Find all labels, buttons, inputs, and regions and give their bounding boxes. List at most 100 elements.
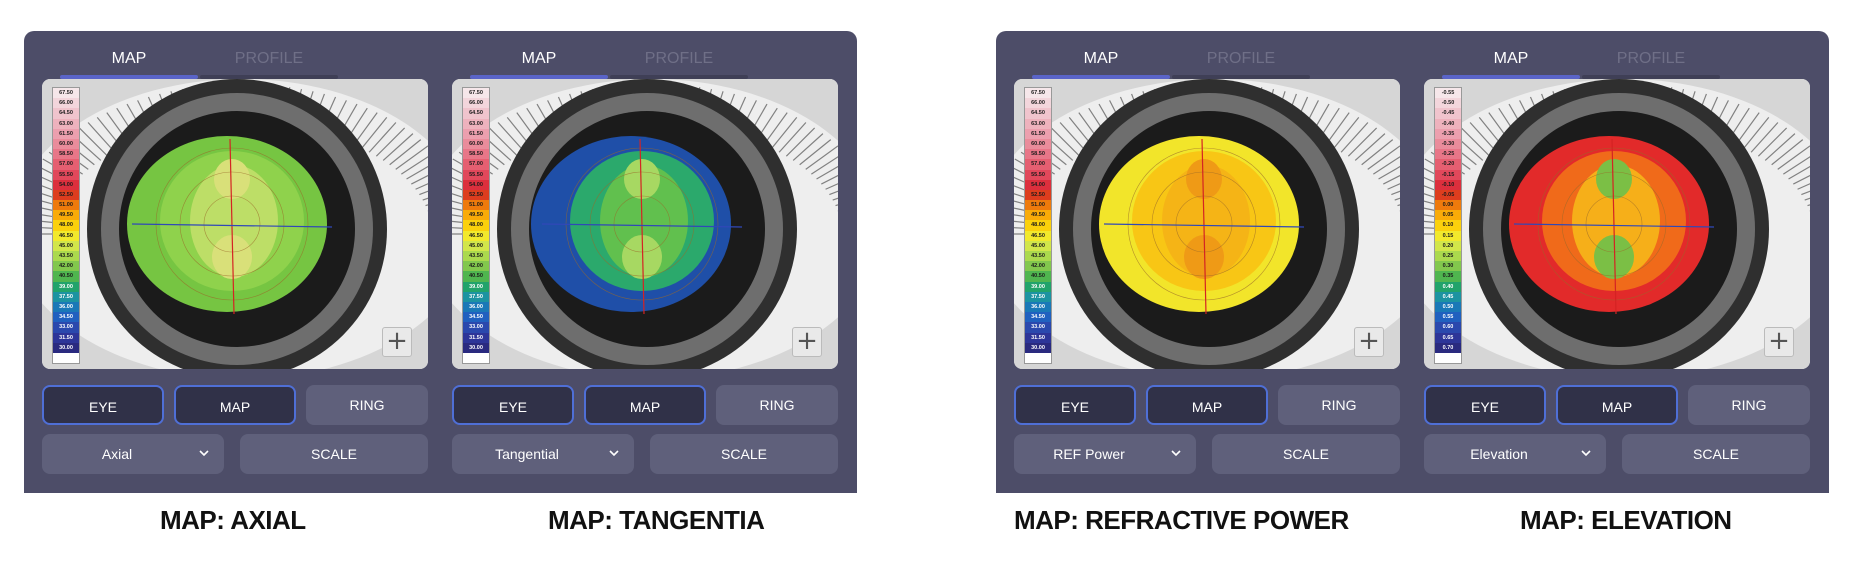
color-scale-legend: 67.50 66.00 64.50 63.00 61.50 60.00 58.50 57.00… [462,87,490,364]
zoom-button[interactable]: + [792,327,822,357]
map-button[interactable]: MAP [1556,385,1678,425]
map-view-2: MAP PROFILE 67.50 66.00 64.50 63.00 61.50 60.… [452,31,838,493]
scale-button[interactable]: SCALE [240,434,428,474]
eye-button[interactable]: EYE [1424,385,1546,425]
scale-legend-value: 49.50 [1025,210,1051,221]
scale-legend-value: 66.00 [463,98,489,109]
zoom-button[interactable]: + [1354,327,1384,357]
scale-legend-value: 31.50 [53,332,79,343]
tab-indicator-inactive [1582,75,1720,79]
scale-legend-value: 48.00 [53,220,79,231]
scale-legend-value: -0.10 [1435,179,1461,190]
scale-legend-value: 61.50 [53,128,79,139]
eye-topography-svg [452,79,838,369]
scale-legend-value: 67.50 [463,88,489,99]
scale-legend-value: 42.00 [1025,261,1051,272]
scale-legend-value: 60.00 [1025,138,1051,150]
right-panel: MAP PROFILE 67.50 66.00 64.50 63.00 61.50 60.… [996,31,1829,493]
eye-button[interactable]: EYE [42,385,164,425]
map-button[interactable]: MAP [1146,385,1268,425]
map-button[interactable]: MAP [174,385,296,425]
topography-image[interactable]: 67.50 66.00 64.50 63.00 61.50 60.00 58.50 57.00… [1014,79,1400,369]
color-scale-legend: -0.55 -0.50 -0.45 -0.40 -0.35 -0.30 -0.25 -0.20… [1434,87,1462,364]
plus-icon: + [1358,326,1380,356]
scale-legend-value: 46.50 [1025,230,1051,241]
scale-legend-value: 0.00 [1435,200,1461,211]
ring-button[interactable]: RING [1278,385,1400,425]
scale-button[interactable]: SCALE [1622,434,1810,474]
scale-button[interactable]: SCALE [1212,434,1400,474]
scale-legend-value: 63.00 [463,118,489,129]
scale-legend-value: 0.15 [1435,230,1461,241]
topography-image[interactable]: 67.50 66.00 64.50 63.00 61.50 60.00 58.50 57.00… [452,79,838,369]
eye-topography-svg [1014,79,1400,369]
scale-legend-value: 57.00 [463,159,489,170]
scale-legend-value: 36.00 [463,301,489,313]
chevron-down-icon [1170,434,1182,489]
topography-image[interactable]: -0.55 -0.50 -0.45 -0.40 -0.35 -0.30 -0.25 -0.20… [1424,79,1810,369]
map-type-dropdown[interactable]: REF Power [1014,434,1196,474]
scale-legend-value: 0.10 [1435,220,1461,231]
map-type-dropdown[interactable]: Elevation [1424,434,1606,474]
tab-profile[interactable]: PROFILE [644,50,714,67]
map-type-label: Tangential [495,446,559,462]
scale-legend-value: 55.50 [1025,169,1051,180]
scale-legend-value: 30.00 [463,342,489,353]
scale-legend-value: 34.50 [463,312,489,323]
scale-legend-value: 48.00 [1025,220,1051,231]
scale-legend-value: 45.00 [463,240,489,251]
scale-legend-value: 30.00 [53,342,79,353]
map-button[interactable]: MAP [584,385,706,425]
zoom-button[interactable]: + [1764,327,1794,357]
tab-map[interactable]: MAP [111,50,147,67]
caption-tangential: MAP: TANGENTIA [548,505,765,535]
scale-legend-value: 49.50 [463,210,489,221]
scale-legend-value: 42.00 [463,261,489,272]
scale-legend-value: 45.00 [1025,240,1051,251]
scale-legend-value: 37.50 [1025,291,1051,302]
zoom-button[interactable]: + [382,327,412,357]
view-tabs: MAP PROFILE [1442,41,1722,79]
color-scale-legend: 67.50 66.00 64.50 63.00 61.50 60.00 58.50 57.00… [1024,87,1052,364]
tab-indicator-active [60,75,198,79]
scale-legend-value: 37.50 [463,291,489,302]
scale-legend-value: 48.00 [463,220,489,231]
scale-legend-value: 55.50 [53,169,79,180]
ring-button[interactable]: RING [716,385,838,425]
scale-legend-value: 45.00 [53,240,79,251]
scale-legend-value: 0.40 [1435,281,1461,292]
map-type-dropdown[interactable]: Axial [42,434,224,474]
scale-button[interactable]: SCALE [650,434,838,474]
scale-legend-value: 61.50 [463,128,489,139]
tab-profile[interactable]: PROFILE [234,50,304,67]
eye-button[interactable]: EYE [1014,385,1136,425]
ring-button[interactable]: RING [1688,385,1810,425]
map-view-3: MAP PROFILE 67.50 66.00 64.50 63.00 61.50 60.… [1014,31,1400,493]
scale-legend-value: 39.00 [53,281,79,292]
tab-indicator-active [470,75,608,79]
tab-map[interactable]: MAP [1493,50,1529,67]
scale-legend-value: 42.00 [53,261,79,272]
map-type-dropdown[interactable]: Tangential [452,434,634,474]
scale-legend-value: 64.50 [53,108,79,119]
scale-legend-value: 0.70 [1435,342,1461,353]
plus-icon: + [796,326,818,356]
tab-profile[interactable]: PROFILE [1616,50,1686,67]
scale-legend-value: 60.00 [463,138,489,150]
eye-button[interactable]: EYE [452,385,574,425]
scale-legend-value: 0.20 [1435,240,1461,251]
ring-button[interactable]: RING [306,385,428,425]
topography-image[interactable]: 67.50 66.00 64.50 63.00 61.50 60.00 58.50 57.00… [42,79,428,369]
map-view-1: MAP PROFILE 67.50 66.00 64.50 63.00 61.50 60.… [42,31,428,493]
tab-map[interactable]: MAP [1083,50,1119,67]
scale-legend-value: 46.50 [463,230,489,241]
tab-indicator-active [1032,75,1170,79]
tab-profile[interactable]: PROFILE [1206,50,1276,67]
caption-axial: MAP: AXIAL [160,505,306,535]
scale-legend-value: 51.00 [1025,200,1051,211]
scale-legend-value: 0.05 [1435,210,1461,221]
plus-icon: + [386,326,408,356]
scale-legend-value: -0.25 [1435,149,1461,160]
scale-legend-value: -0.05 [1435,189,1461,201]
tab-map[interactable]: MAP [521,50,557,67]
